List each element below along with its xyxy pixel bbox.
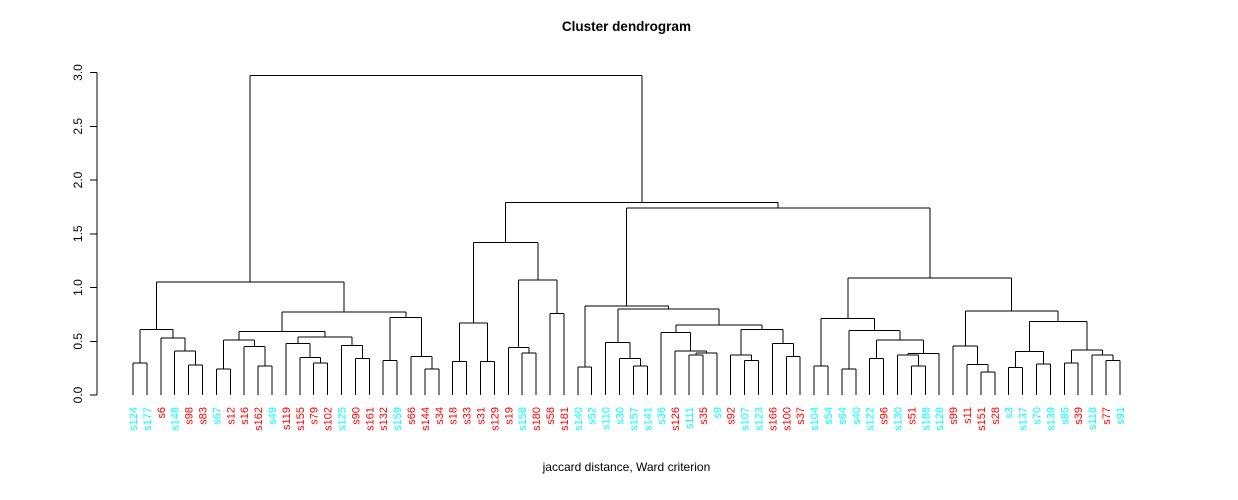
leaf-label-s124: s124 <box>128 407 140 431</box>
leaf-label-s104: s104 <box>809 407 821 431</box>
leaf-label-s122: s122 <box>865 407 877 431</box>
leaf-label-s11: s11 <box>962 407 974 424</box>
leaf-label-s180: s180 <box>531 407 543 431</box>
leaf-label-s162: s162 <box>253 407 265 431</box>
leaf-label-s98: s98 <box>184 407 196 425</box>
leaf-label-s188: s188 <box>920 407 932 431</box>
leaf-label-s37: s37 <box>795 407 807 425</box>
leaf-label-s119: s119 <box>281 407 293 430</box>
leaf-label-s16: s16 <box>239 407 251 425</box>
leaf-label-s28: s28 <box>990 407 1002 425</box>
y-tick-label-1.5: 1.5 <box>71 225 85 242</box>
x-axis-label: jaccard distance, Ward criterion <box>542 460 711 474</box>
leaf-label-s35: s35 <box>698 407 710 425</box>
leaf-label-s118: s118 <box>1087 407 1099 430</box>
leaf-label-s70: s70 <box>1032 407 1044 425</box>
leaf-label-s107: s107 <box>740 407 752 431</box>
y-tick-label-3.0: 3.0 <box>71 64 85 81</box>
leaf-label-s137: s137 <box>1018 407 1030 431</box>
leaf-label-s83: s83 <box>198 407 210 425</box>
leaf-label-s52: s52 <box>587 407 599 425</box>
y-tick-label-0.0: 0.0 <box>71 386 85 403</box>
leaf-label-s64: s64 <box>837 407 849 425</box>
leaf-label-s54: s54 <box>823 407 835 425</box>
leaf-label-s51: s51 <box>906 407 918 425</box>
leaf-label-s58: s58 <box>545 407 557 425</box>
leaf-label-s18: s18 <box>448 407 460 425</box>
leaf-label-s132: s132 <box>378 407 390 431</box>
leaf-label-s99: s99 <box>948 407 960 425</box>
leaf-labels: s124 s177 s6 s148 s98 s83 s67 s12 s16 s162 s49 s119… <box>128 407 1127 431</box>
leaf-label-s9: s9 <box>712 407 724 419</box>
leaf-label-s130: s130 <box>893 407 905 431</box>
leaf-label-s155: s155 <box>295 407 307 431</box>
leaf-label-s123: s123 <box>754 407 766 431</box>
leaf-label-s140: s140 <box>573 407 585 431</box>
y-tick-label-2.5: 2.5 <box>71 118 85 135</box>
leaf-label-s141: s141 <box>642 407 654 431</box>
leaf-label-s6: s6 <box>156 407 168 419</box>
leaf-label-s129: s129 <box>489 407 501 431</box>
leaf-label-s12: s12 <box>225 407 237 425</box>
leaf-label-s110: s110 <box>601 407 613 430</box>
leaf-label-s33: s33 <box>462 407 474 425</box>
leaf-label-s79: s79 <box>309 407 321 425</box>
leaf-label-s96: s96 <box>879 407 891 425</box>
y-tick-label-0.5: 0.5 <box>71 333 85 350</box>
leaf-label-s102: s102 <box>323 407 335 431</box>
dendrogram-lines <box>132 75 1121 395</box>
leaf-label-s3: s3 <box>1004 407 1016 419</box>
leaf-label-s157: s157 <box>628 407 640 431</box>
leaf-label-s85: s85 <box>1059 407 1071 425</box>
leaf-label-s39: s39 <box>1073 407 1085 425</box>
leaf-label-s125: s125 <box>337 407 349 431</box>
leaf-label-s148: s148 <box>170 407 182 431</box>
leaf-label-s158: s158 <box>517 407 529 431</box>
leaf-label-s49: s49 <box>267 407 279 425</box>
leaf-label-s139: s139 <box>1045 407 1057 431</box>
leaf-label-s100: s100 <box>781 407 793 431</box>
leaf-label-s19: s19 <box>503 407 515 425</box>
leaf-label-s31: s31 <box>476 407 488 425</box>
leaf-label-s159: s159 <box>392 407 404 431</box>
leaf-label-s40: s40 <box>851 407 863 425</box>
leaf-label-s144: s144 <box>420 407 432 431</box>
leaf-label-s66: s66 <box>406 407 418 425</box>
leaf-label-s128: s128 <box>934 407 946 431</box>
leaf-label-s30: s30 <box>615 407 627 425</box>
y-tick-label-2.0: 2.0 <box>71 171 85 188</box>
leaf-label-s90: s90 <box>350 407 362 425</box>
leaf-label-s36: s36 <box>656 407 668 425</box>
y-axis: 0.0 0.5 1.0 1.5 2.0 2.5 3.0 <box>71 64 98 403</box>
leaf-label-s161: s161 <box>364 407 376 431</box>
leaf-label-s91: s91 <box>1115 407 1127 425</box>
leaf-label-s67: s67 <box>211 407 223 425</box>
leaf-label-s34: s34 <box>434 407 446 425</box>
leaf-label-s151: s151 <box>976 407 988 431</box>
chart-title: Cluster dendrogram <box>562 19 691 34</box>
leaf-label-s126: s126 <box>670 407 682 431</box>
y-tick-label-1.0: 1.0 <box>71 279 85 296</box>
leaf-label-s77: s77 <box>1101 407 1113 425</box>
leaf-label-s166: s166 <box>767 407 779 431</box>
leaf-label-s181: s181 <box>559 407 571 431</box>
leaf-label-s177: s177 <box>142 407 154 431</box>
leaf-label-s92: s92 <box>726 407 738 425</box>
leaf-label-s111: s111 <box>684 407 696 429</box>
